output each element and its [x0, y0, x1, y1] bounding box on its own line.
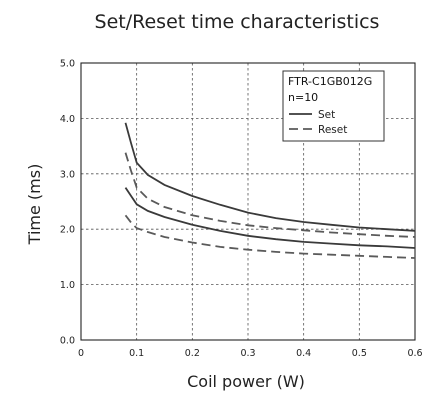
x-tick-label: 0 — [78, 348, 84, 359]
chart-title: Set/Reset time characteristics — [95, 11, 380, 33]
y-tick-label: 1.0 — [60, 280, 75, 291]
x-tick-label: 0.4 — [296, 348, 311, 359]
plot-frame — [80, 62, 416, 341]
x-tick-label: 0.2 — [185, 348, 200, 359]
series-line-reset — [124, 152, 416, 238]
series-line-set — [124, 187, 416, 249]
series-line-reset — [124, 214, 416, 259]
y-tick-label: 4.0 — [60, 114, 75, 125]
legend-title-n: n=10 — [288, 91, 318, 104]
legend-box — [282, 70, 385, 142]
y-tick-label: 0.0 — [60, 336, 75, 347]
legend-label-reset: Reset — [318, 124, 347, 136]
tick-labels: 0 0.1 0.2 0.3 0.4 0.5 0.6 0.0 1.0 2.0 3.0 4.0 5.0 — [60, 59, 423, 360]
legend-label-set: Set — [318, 109, 335, 121]
x-axis-label: Coil power (W) — [187, 372, 305, 391]
series-line-set — [124, 122, 416, 232]
y-tick-label: 5.0 — [60, 59, 75, 70]
y-axis-label: Time (ms) — [25, 164, 44, 246]
x-tick-label: 0.5 — [352, 348, 367, 359]
x-tick-label: 0.1 — [129, 348, 144, 359]
y-tick-label: 3.0 — [60, 169, 75, 180]
legend: FTR-C1GB012G n=10 Set Reset — [282, 70, 385, 142]
legend-title-model: FTR-C1GB012G — [288, 75, 372, 88]
x-tick-label: 0.3 — [240, 348, 255, 359]
series-layer — [124, 122, 416, 259]
y-tick-label: 2.0 — [60, 225, 75, 236]
x-tick-label: 0.6 — [407, 348, 422, 359]
